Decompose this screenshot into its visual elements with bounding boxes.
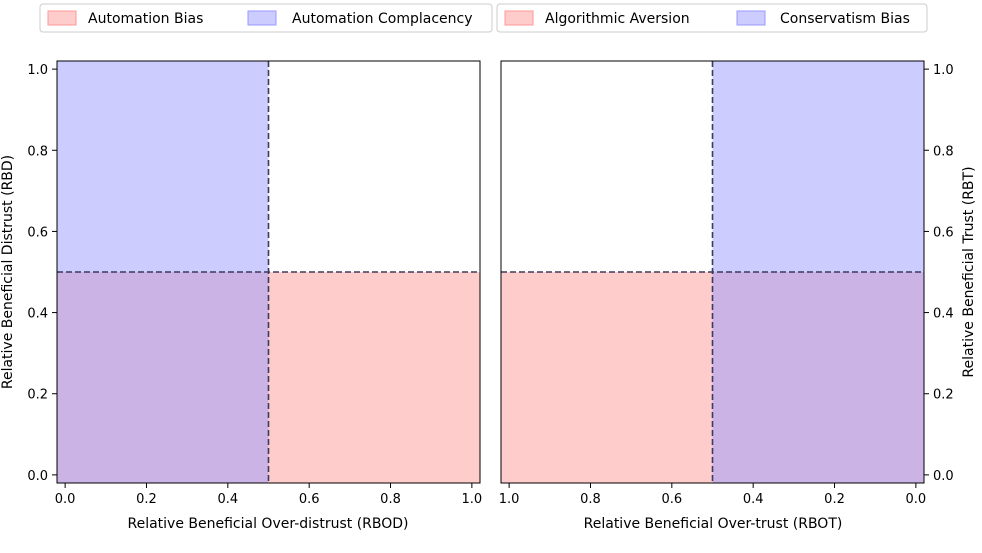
x-tick-label: 0.0 [55,492,76,507]
x-tick-label: 0.4 [217,492,238,507]
y-tick-label: 0.8 [933,144,954,159]
x-tick-label: 0.0 [906,492,927,507]
plot-frame [500,60,925,484]
y-tick-label: 0.8 [27,144,48,159]
y-tick-label: 0.2 [27,388,48,403]
y-tick-label: 0.4 [27,307,48,322]
legend-swatch-automation-complacency [247,10,277,26]
y-tick-label: 1.0 [27,63,48,78]
x-tick-label: 0.8 [580,492,601,507]
y-tick-label: 0.6 [933,225,954,240]
y-tick-label: 0.6 [27,225,48,240]
y-axis-label-right: Relative Beneficial Trust (RBT) [961,166,977,377]
legend-label-automation-complacency: Automation Complacency [292,11,473,27]
x-tick-label: 0.4 [743,492,764,507]
plot-left: 0.0 0.2 0.4 0.6 0.8 1.0 0.0 0.2 0.4 0.6 0.8 1.0 [27,60,483,507]
legend-label-conservatism-bias: Conservatism Bias [780,11,910,27]
legend-swatch-automation-bias [47,10,77,26]
x-tick-label: 0.8 [380,492,401,507]
x-axis-label-left: Relative Beneficial Over-distrust (RBOD) [128,516,409,532]
legend-swatch-algorithmic-aversion [504,10,534,26]
x-tick-label: 0.2 [824,492,845,507]
x-tick-label: 0.2 [136,492,157,507]
y-tick-label: 0.0 [933,469,954,484]
y-tick-label: 0.2 [933,388,954,403]
x-axis-label-right: Relative Beneficial Over-trust (RBOT) [584,516,843,532]
legend-left: Automation Bias Automation Complacency [39,3,493,33]
legend-swatch-conservatism-bias [736,10,766,26]
y-tick-label: 0.0 [27,469,48,484]
y-tick-label: 0.4 [933,307,954,322]
legend-right-frame [496,3,928,33]
plot-frame [56,60,481,484]
legend-right: Algorithmic Aversion Conservatism Bias [496,3,928,33]
legend-label-automation-bias: Automation Bias [88,11,203,27]
x-tick-label: 0.6 [299,492,320,507]
x-tick-label: 1.0 [499,492,520,507]
y-tick-label: 1.0 [933,63,954,78]
plot-right: 1.0 0.8 0.6 0.4 0.2 0.0 0.0 0.2 0.4 0.6 0.8 1.0 [499,60,954,507]
x-tick-label: 1.0 [462,492,483,507]
y-axis-label-left: Relative Beneficial Distrust (RBD) [0,155,16,389]
x-tick-label: 0.6 [661,492,682,507]
legend-label-algorithmic-aversion: Algorithmic Aversion [545,11,690,27]
